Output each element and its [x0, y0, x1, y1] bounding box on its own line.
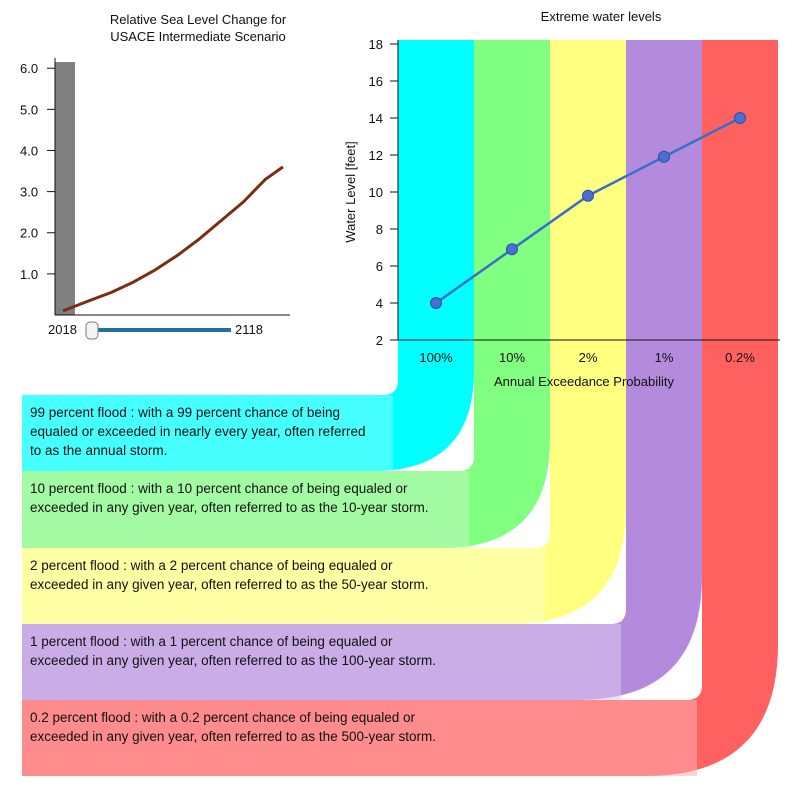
- left-chart-title: USACE Intermediate Scenario: [110, 29, 286, 44]
- right-x-axis-label: Annual Exceedance Probability: [494, 374, 674, 389]
- right-y-tick-label: 10: [369, 185, 383, 200]
- water-level-point: [430, 297, 442, 309]
- left-y-tick-label: 3.0: [20, 185, 38, 200]
- band-description-line: exceeded in any given year, often referr…: [30, 729, 436, 744]
- current-year-band: [55, 62, 75, 315]
- right-y-tick-label: 4: [376, 296, 383, 311]
- left-y-tick-label: 4.0: [20, 143, 38, 158]
- right-y-tick-label: 16: [369, 74, 383, 89]
- band-description-line: 1 percent flood : with a 1 percent chanc…: [30, 634, 393, 649]
- band-row-fill-1: [22, 471, 469, 548]
- left-chart-title: Relative Sea Level Change for: [110, 12, 287, 27]
- right-y-tick-label: 14: [369, 111, 383, 126]
- band-description-line: exceeded in any given year, often referr…: [30, 577, 428, 592]
- left-y-tick-label: 5.0: [20, 102, 38, 117]
- left-y-tick-label: 2.0: [20, 226, 38, 241]
- right-x-tick-label: 100%: [419, 350, 453, 365]
- slider-max-label: 2118: [235, 322, 263, 337]
- year-slider-thumb[interactable]: [85, 321, 99, 340]
- band-description-line: exceeded in any given year, often referr…: [30, 500, 428, 515]
- left-y-tick-label: 6.0: [20, 61, 38, 76]
- water-level-point: [658, 150, 670, 163]
- right-y-tick-label: 2: [376, 333, 383, 348]
- band-description-line: 99 percent flood : with a 99 percent cha…: [30, 405, 340, 420]
- water-level-point: [582, 189, 594, 202]
- band-description-line: 10 percent flood : with a 10 percent cha…: [30, 481, 408, 496]
- flood-bands: [22, 40, 778, 776]
- right-x-tick-label: 0.2%: [725, 350, 755, 365]
- right-y-tick-label: 6: [376, 259, 383, 274]
- band-description-line: 2 percent flood : with a 2 percent chanc…: [30, 558, 393, 573]
- band-row-fill-3: [22, 624, 621, 700]
- band-description-line: equaled or exceeded in nearly every year…: [30, 424, 365, 439]
- right-y-tick-label: 18: [369, 37, 383, 52]
- flood-descriptions: 99 percent flood : with a 99 percent cha…: [30, 405, 436, 744]
- slider-min-label: 2018: [48, 322, 77, 337]
- left-y-tick-label: 1.0: [20, 267, 38, 282]
- band-row-fill-4: [22, 700, 697, 776]
- band-description-line: 0.2 percent flood : with a 0.2 percent c…: [30, 710, 416, 725]
- right-chart-title: Extreme water levels: [541, 9, 662, 24]
- sea-level-curve: [62, 165, 284, 313]
- water-level-chart: Extreme water levels 2 4 6 8 10 12 14 16 18 Water …: [343, 9, 780, 389]
- sea-level-chart: Relative Sea Level Change for USACE Inter…: [20, 12, 290, 340]
- right-x-tick-label: 1%: [655, 350, 674, 365]
- right-x-tick-label: 10%: [499, 350, 525, 365]
- right-y-axis-label: Water Level [feet]: [343, 141, 358, 242]
- band-description-line: to as the annual storm.: [30, 443, 167, 458]
- right-y-tick-label: 8: [376, 222, 383, 237]
- water-level-point: [734, 112, 746, 124]
- band-description-line: exceeded in any given year, often referr…: [30, 653, 436, 668]
- band-row-fill-0: [22, 395, 393, 471]
- right-x-tick-label: 2%: [579, 350, 598, 365]
- band-row-fill-2: [22, 548, 545, 624]
- water-level-point: [506, 243, 518, 256]
- right-y-tick-label: 12: [369, 148, 383, 163]
